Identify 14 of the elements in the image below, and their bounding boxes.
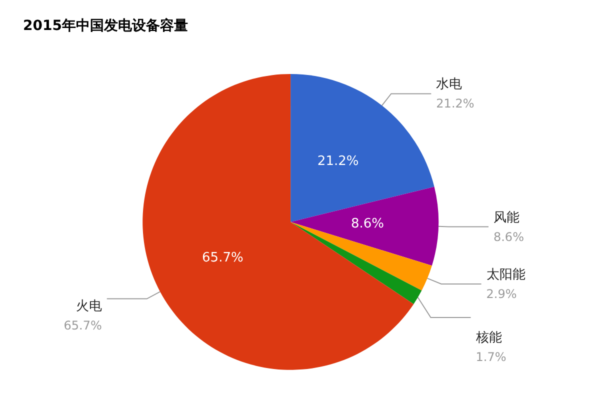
chart-title: 2015年中国发电设备容量 xyxy=(23,17,188,34)
text: 65.7% xyxy=(202,250,244,266)
data-label: 8.6% xyxy=(493,230,524,244)
data-label: 1.7% xyxy=(476,350,506,364)
slice-label: 水电 xyxy=(436,77,462,92)
slice-label: 太阳能 xyxy=(486,268,526,283)
data-label: 2.9% xyxy=(486,287,517,302)
slice-label: 火电 xyxy=(76,299,102,314)
text: 21.2% xyxy=(317,154,359,169)
text: 8.6% xyxy=(351,216,384,232)
slice-label: 核能 xyxy=(474,330,502,346)
slice-label: 风能 xyxy=(493,210,520,226)
data-label: 65.7% xyxy=(64,318,102,333)
data-label: 21.2% xyxy=(436,96,474,111)
